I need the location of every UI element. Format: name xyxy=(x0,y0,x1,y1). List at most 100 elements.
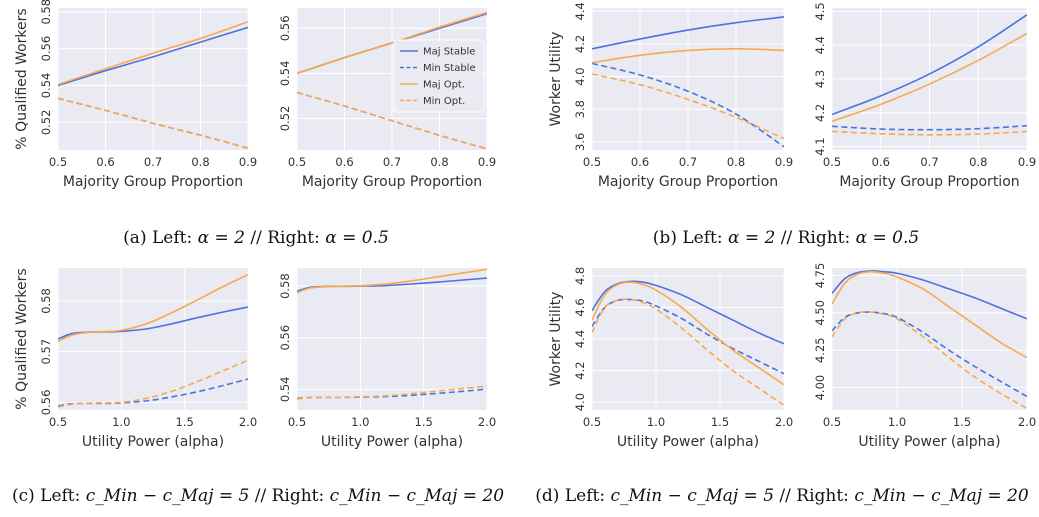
y-tick-label: 3.6 xyxy=(573,133,587,151)
y-tick-label: 4.50 xyxy=(813,300,827,326)
y-tick-label: 0.58 xyxy=(278,273,292,299)
y-tick-label: 4.3 xyxy=(813,70,827,88)
x-axis-label: Majority Group Proportion xyxy=(839,174,1019,190)
caption-b: (b) Left: α = 2 // Right: α = 0.5 xyxy=(653,228,919,248)
caption-b-math-left: α = 2 xyxy=(727,228,776,248)
series-line-min-opt xyxy=(832,130,1027,136)
caption-d-prefix: (d) Left: xyxy=(535,486,611,506)
x-tick-label: 1.5 xyxy=(953,415,971,429)
chart-a-left: 0.5 0.6 0.7 0.8 0.9 0.52 0.54 0.56 0.58 Majority … xyxy=(14,0,257,190)
x-tick-label: 0.7 xyxy=(679,155,697,169)
x-tick-label: 0.8 xyxy=(969,155,987,169)
y-tick-label: 0.57 xyxy=(39,339,53,365)
y-tick-label: 4.00 xyxy=(813,375,827,401)
series-line-min-opt xyxy=(297,91,487,150)
y-tick-label: 4.5 xyxy=(813,2,827,20)
y-tick-label: 4.0 xyxy=(573,67,587,85)
y-tick-label: 4.2 xyxy=(813,104,827,122)
x-axis-label: Majority Group Proportion xyxy=(598,174,778,190)
series-line-maj-opt xyxy=(832,270,1027,359)
caption-c-prefix: (c) Left: xyxy=(11,486,86,506)
x-tick-label: 2.0 xyxy=(239,415,257,429)
x-axis-label: Utility Power (alpha) xyxy=(858,434,1000,450)
series-line-min-stable xyxy=(832,124,1027,131)
x-tick-label: 0.5 xyxy=(823,415,841,429)
series-line-maj-stable xyxy=(832,270,1027,320)
x-axis-label: Utility Power (alpha) xyxy=(321,434,463,450)
x-tick-label: 1.0 xyxy=(888,415,906,429)
series-line-maj-opt xyxy=(592,281,784,386)
y-tick-label: 0.56 xyxy=(278,15,292,41)
y-tick-label: 0.52 xyxy=(278,106,292,132)
x-tick-label: 0.7 xyxy=(920,155,938,169)
y-axis-label: Worker Utility xyxy=(548,32,564,127)
series-line-maj-opt xyxy=(297,268,487,294)
x-tick-label: 1.0 xyxy=(647,415,665,429)
caption-d-math-left: c_Min − c_Maj = 5 xyxy=(610,486,775,506)
caption-a-prefix: (a) Left: xyxy=(123,228,198,248)
caption-c: (c) Left: c_Min − c_Maj = 5 // Right: c_… xyxy=(12,486,504,506)
chart-c-right: 0.5 1.0 1.5 2.0 0.54 0.56 0.58 Utility Power (a… xyxy=(278,268,496,450)
x-tick-label: 2.0 xyxy=(1018,415,1036,429)
y-tick-label: 4.8 xyxy=(573,267,587,285)
x-tick-label: 0.8 xyxy=(191,155,209,169)
y-tick-label: 4.1 xyxy=(813,137,827,155)
legend-label: Maj Opt. xyxy=(423,80,465,91)
caption-c-math-right: c_Min − c_Maj = 20 xyxy=(329,486,505,506)
caption-c-mid: // Right: xyxy=(249,486,330,506)
x-tick-label: 0.5 xyxy=(288,415,306,429)
y-tick-label: 4.0 xyxy=(573,393,587,411)
y-tick-label: 4.4 xyxy=(573,330,587,348)
x-tick-label: 0.5 xyxy=(583,415,601,429)
caption-d-math-right: c_Min − c_Maj = 20 xyxy=(854,486,1029,506)
y-tick-label: 4.25 xyxy=(813,337,827,363)
caption-a-math-left: α = 2 xyxy=(197,228,245,248)
x-axis-label: Majority Group Proportion xyxy=(63,174,243,190)
x-tick-label: 1.5 xyxy=(415,415,433,429)
plot-area xyxy=(297,268,487,410)
caption-c-math-left: c_Min − c_Maj = 5 xyxy=(85,486,250,506)
x-tick-label: 0.5 xyxy=(583,155,601,169)
x-tick-label: 2.0 xyxy=(478,415,496,429)
series-line-maj-opt xyxy=(58,273,248,343)
x-tick-label: 1.5 xyxy=(711,415,729,429)
y-tick-label: 0.54 xyxy=(39,73,53,99)
y-tick-label: 4.4 xyxy=(573,2,587,20)
series-line-maj-stable xyxy=(592,280,784,345)
legend-label: Min Stable xyxy=(423,63,476,74)
series-line-maj-opt xyxy=(832,32,1027,123)
x-tick-label: 0.5 xyxy=(823,155,841,169)
y-tick-label: 4.6 xyxy=(573,298,587,316)
series-line-maj-opt xyxy=(592,47,784,64)
y-tick-label: 4.75 xyxy=(813,263,827,289)
legend-box xyxy=(393,39,485,113)
caption-a: (a) Left: α = 2 // Right: α = 0.5 xyxy=(123,228,389,248)
series-line-min-opt xyxy=(592,298,784,406)
y-tick-label: 4.4 xyxy=(813,36,827,54)
y-tick-label: 3.8 xyxy=(573,100,587,118)
x-tick-label: 0.5 xyxy=(288,155,306,169)
legend-label: Maj Stable xyxy=(423,47,475,58)
x-axis-label: Utility Power (alpha) xyxy=(82,434,224,450)
x-axis-label: Utility Power (alpha) xyxy=(617,434,759,450)
y-tick-label: 0.54 xyxy=(278,61,292,87)
series-line-min-opt xyxy=(297,385,487,400)
y-tick-label: 4.2 xyxy=(573,361,587,379)
y-axis-label: Worker Utility xyxy=(548,292,564,387)
x-tick-label: 0.6 xyxy=(872,155,890,169)
x-tick-label: 0.9 xyxy=(239,155,257,169)
series-line-min-opt xyxy=(832,311,1027,410)
legend: Maj Stable Min Stable Maj Opt. Min Opt. xyxy=(393,39,485,113)
caption-b-mid: // Right: xyxy=(775,228,856,248)
chart-a-right: 0.5 0.6 0.7 0.8 0.9 0.52 0.54 0.56 Majority Grou… xyxy=(278,8,496,190)
caption-b-math-right: α = 0.5 xyxy=(855,228,920,248)
x-tick-label: 0.8 xyxy=(430,155,448,169)
caption-a-mid: // Right: xyxy=(244,228,326,248)
x-tick-label: 2.0 xyxy=(775,415,793,429)
x-tick-label: 1.0 xyxy=(351,415,369,429)
y-axis-label: % Qualified Workers xyxy=(14,8,30,149)
caption-d-mid: // Right: xyxy=(774,486,855,506)
series-line-maj-opt xyxy=(297,11,487,75)
x-tick-label: 0.5 xyxy=(49,155,67,169)
